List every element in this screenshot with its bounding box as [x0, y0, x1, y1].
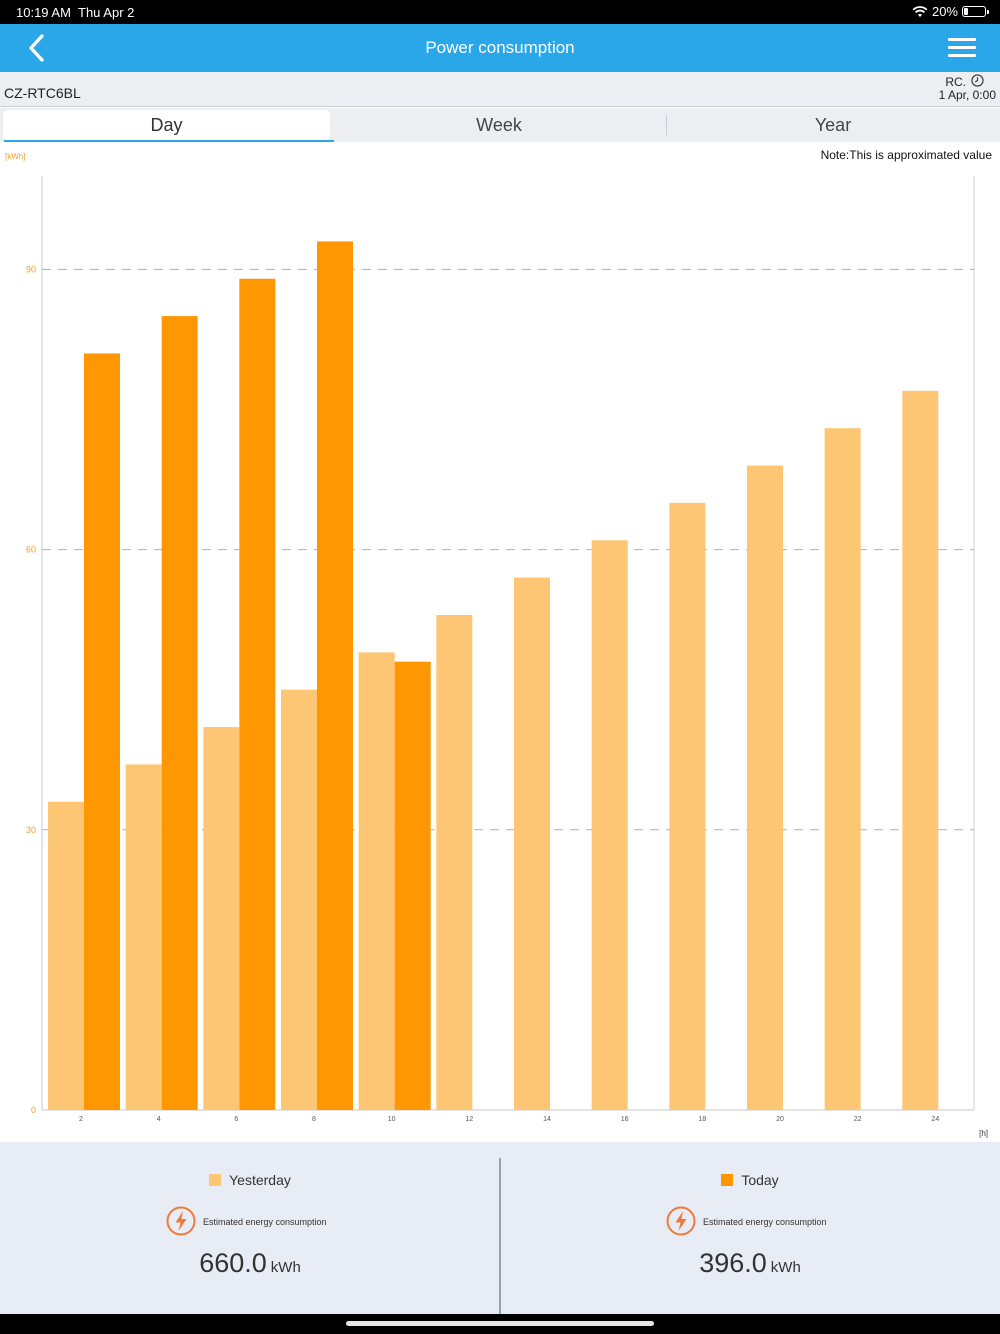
- clock-icon: [971, 74, 984, 87]
- x-tick-label: 20: [776, 1116, 784, 1123]
- summary-yesterday: Yesterday Estimated energy consumption 6…: [0, 1142, 500, 1314]
- bar-yesterday: [514, 577, 550, 1110]
- device-model: CZ-RTC6BL: [4, 85, 81, 101]
- bar-yesterday: [824, 428, 861, 1110]
- summary-panel: Yesterday Estimated energy consumption 6…: [0, 1142, 1000, 1314]
- y-tick-label: 30: [26, 825, 36, 835]
- x-tick-label: 18: [698, 1116, 706, 1123]
- bar-yesterday: [436, 614, 473, 1110]
- device-bar: CZ-RTC6BL RC. 1 Apr, 0:00: [0, 72, 1000, 107]
- tab-week[interactable]: Week: [476, 115, 522, 135]
- tab-year[interactable]: Year: [814, 115, 852, 135]
- total-yesterday: 660.0 kWh: [0, 1248, 500, 1279]
- x-tick-label: 22: [854, 1116, 862, 1123]
- x-tick-label: 16: [621, 1116, 629, 1123]
- nav-bar: Power consumption: [0, 24, 1000, 72]
- status-bar: 10:19 AM Thu Apr 2 20%: [0, 0, 1000, 24]
- wifi-icon: [912, 5, 928, 17]
- back-button[interactable]: [24, 32, 54, 64]
- status-date: Thu Apr 2: [78, 5, 135, 20]
- bar-yesterday: [125, 764, 162, 1110]
- x-unit-label: [h]: [979, 1129, 988, 1138]
- tab-day[interactable]: Day: [3, 110, 330, 140]
- bar-today: [317, 241, 353, 1110]
- bar-today: [239, 278, 276, 1110]
- menu-button[interactable]: [948, 38, 976, 60]
- bar-yesterday: [358, 652, 395, 1110]
- legend-swatch-today: [721, 1174, 734, 1186]
- estimate-label-today: Estimated energy consumption: [703, 1217, 827, 1227]
- bar-today: [161, 316, 198, 1111]
- bar-yesterday: [281, 689, 317, 1110]
- approx-note: Note:This is approximated value: [820, 148, 992, 162]
- battery-icon: [962, 6, 989, 17]
- chevron-left-icon: [29, 34, 44, 62]
- estimate-row-today: Estimated energy consumption: [500, 1204, 1000, 1238]
- battery-percent: 20%: [931, 4, 958, 19]
- x-tick-label: 14: [543, 1116, 551, 1123]
- bar-yesterday: [591, 540, 628, 1110]
- legend-today: Today: [500, 1172, 1000, 1188]
- total-yesterday-value: 660.0: [199, 1248, 267, 1278]
- tab-active-indicator: [4, 140, 334, 142]
- summary-today: Today Estimated energy consumption 396.0…: [500, 1142, 1000, 1314]
- total-today-unit: kWh: [770, 1259, 801, 1276]
- legend-yesterday: Yesterday: [0, 1172, 500, 1188]
- y-tick-label: 0: [31, 1105, 36, 1115]
- hamburger-icon: [948, 38, 976, 57]
- page-title: Power consumption: [425, 38, 575, 57]
- rc-label: RC.: [945, 75, 966, 89]
- legend-yesterday-label: Yesterday: [229, 1172, 291, 1188]
- bar-yesterday: [669, 502, 706, 1110]
- bar-yesterday: [747, 465, 783, 1110]
- bar-today: [394, 661, 431, 1110]
- home-indicator-bar: [0, 1314, 1000, 1334]
- summary-divider: [499, 1158, 501, 1314]
- x-tick-label: 6: [234, 1116, 238, 1123]
- total-yesterday-unit: kWh: [270, 1259, 301, 1276]
- tab-divider: [666, 115, 667, 135]
- x-tick-label: 24: [931, 1116, 939, 1123]
- y-unit-label: [kWh]: [5, 152, 26, 161]
- y-tick-label: 60: [26, 545, 36, 555]
- home-indicator[interactable]: [346, 1321, 654, 1326]
- bar-yesterday: [48, 801, 84, 1110]
- total-today-value: 396.0: [699, 1248, 767, 1278]
- bar-today: [84, 353, 120, 1110]
- lightning-icon: [166, 1206, 196, 1236]
- y-tick-label: 90: [26, 264, 36, 274]
- x-tick-label: 10: [388, 1116, 396, 1123]
- lightning-icon: [666, 1206, 696, 1236]
- total-today: 396.0 kWh: [500, 1248, 1000, 1279]
- legend-swatch-yesterday: [209, 1174, 222, 1186]
- status-time: 10:19 AM: [16, 5, 71, 20]
- x-tick-label: 4: [157, 1116, 161, 1123]
- bar-yesterday: [902, 390, 939, 1110]
- rc-date: 1 Apr, 0:00: [938, 88, 996, 102]
- x-tick-label: 12: [465, 1116, 473, 1123]
- x-tick-label: 8: [312, 1116, 316, 1123]
- estimate-label-yesterday: Estimated energy consumption: [203, 1217, 327, 1227]
- period-tabs: Day Week Year: [0, 108, 1000, 142]
- status-right: 20%: [912, 4, 989, 19]
- legend-today-label: Today: [741, 1172, 779, 1188]
- estimate-row-yesterday: Estimated energy consumption: [0, 1204, 500, 1238]
- x-tick-label: 2: [79, 1116, 83, 1123]
- bar-yesterday: [203, 727, 240, 1110]
